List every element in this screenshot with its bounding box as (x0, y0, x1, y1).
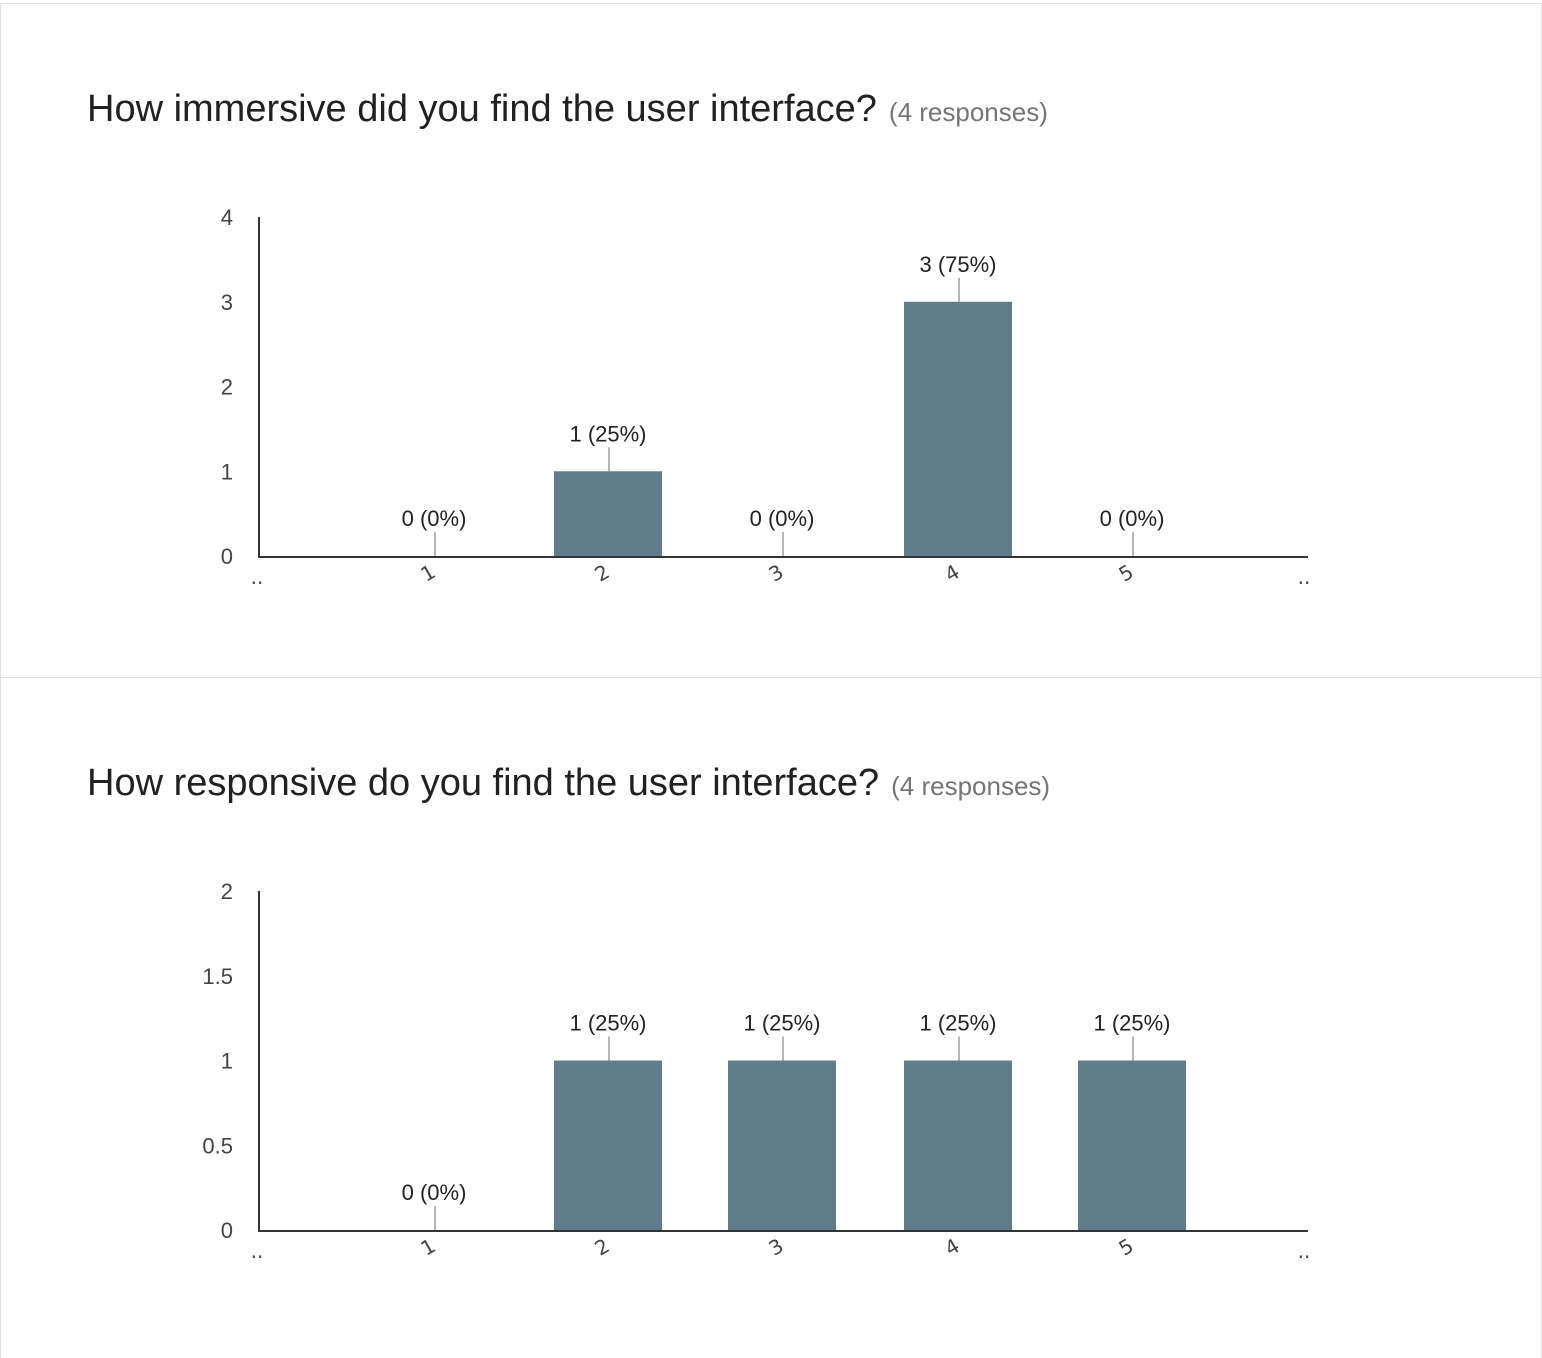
bar-chart-responsive: 0 0.5 1 1.5 2 0 (0%) 1 (25%) 1 (25%) 1 (25%) 1 (2… (202, 879, 1311, 1263)
x-tick-label: 3 (764, 559, 787, 586)
bar-chart-immersive: 0 1 2 3 4 0 (0%) 1 (25%) 0 (0%) 3 (75%) 0 (0%) 1 2 3… (221, 205, 1311, 589)
bar[interactable] (904, 301, 1012, 556)
y-tick-label: 2 (221, 375, 233, 400)
y-tick-label: 0 (221, 1218, 233, 1243)
x-tick-label: 5 (1114, 1233, 1137, 1260)
x-tick-label: 2 (590, 559, 613, 586)
question-title: How responsive do you find the user inte… (87, 762, 880, 804)
x-tick-label: 1 (416, 1233, 439, 1260)
y-tick-label: 1.5 (202, 964, 233, 989)
bar[interactable] (1078, 1060, 1186, 1231)
y-tick-label: 0 (221, 544, 233, 569)
data-label: 1 (25%) (569, 1011, 646, 1036)
x-edge-tick-label: .. (1298, 565, 1311, 589)
data-label: 3 (75%) (919, 252, 996, 277)
response-count: (4 responses) (891, 771, 1051, 801)
data-label: 0 (0%) (402, 506, 467, 531)
bar[interactable] (728, 1060, 836, 1231)
bar[interactable] (904, 1060, 1012, 1231)
question-card-immersive: How immersive did you find the user inte… (0, 3, 1542, 678)
y-tick-label: 3 (221, 290, 233, 315)
data-label: 0 (0%) (1100, 506, 1165, 531)
x-tick-label: 4 (940, 559, 963, 586)
x-tick-label: 1 (416, 559, 439, 586)
x-tick-label: 4 (940, 1233, 963, 1260)
question-card-responsive: How responsive do you find the user inte… (0, 677, 1542, 1358)
bar[interactable] (554, 471, 662, 556)
question-title: How immersive did you find the user inte… (87, 88, 877, 130)
y-tick-label: 1 (221, 459, 233, 484)
question-heading: How immersive did you find the user inte… (87, 88, 1048, 131)
data-label: 1 (25%) (743, 1011, 820, 1036)
x-tick-label: 2 (590, 1233, 613, 1260)
y-tick-label: 2 (221, 879, 233, 904)
data-label: 0 (0%) (402, 1180, 467, 1205)
data-label: 0 (0%) (750, 506, 815, 531)
y-tick-label: 1 (221, 1049, 233, 1074)
data-label: 1 (25%) (1093, 1011, 1170, 1036)
x-edge-tick-label: .. (251, 1239, 264, 1263)
data-label: 1 (25%) (569, 421, 646, 446)
bar[interactable] (554, 1060, 662, 1231)
x-tick-label: 3 (764, 1233, 787, 1260)
question-heading: How responsive do you find the user inte… (87, 762, 1050, 805)
response-count: (4 responses) (888, 97, 1048, 127)
y-tick-label: 4 (221, 205, 233, 230)
x-edge-tick-label: .. (251, 565, 264, 589)
data-label: 1 (25%) (919, 1011, 996, 1036)
y-tick-label: 0.5 (202, 1133, 233, 1158)
x-edge-tick-label: .. (1298, 1239, 1311, 1263)
x-tick-label: 5 (1114, 559, 1137, 586)
